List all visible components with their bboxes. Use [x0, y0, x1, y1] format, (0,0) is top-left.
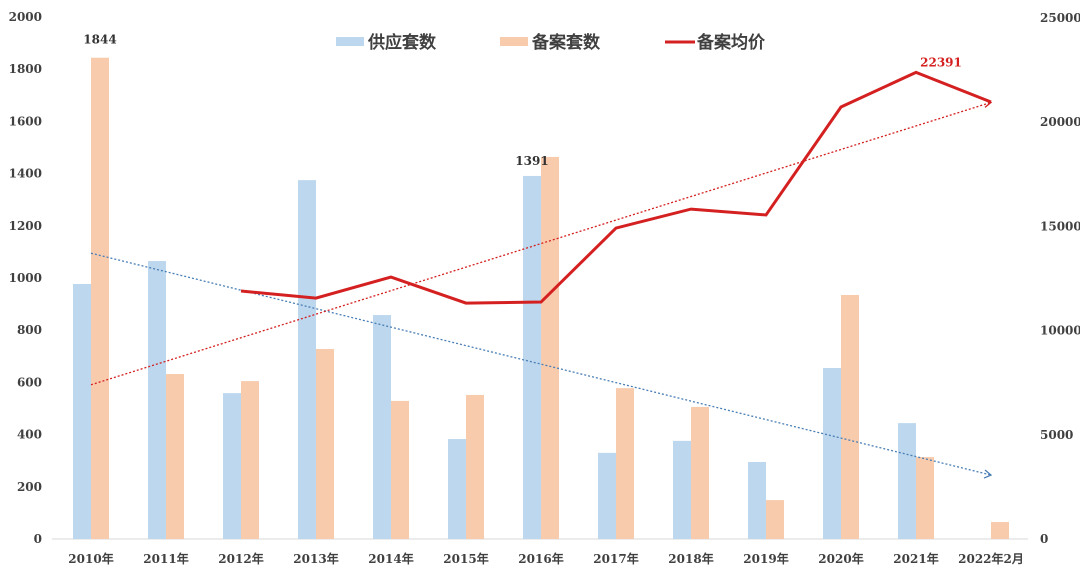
- bar-filed: [841, 294, 859, 539]
- right-y-axis: 0 5000 10000 15000 20000 25000: [1040, 11, 1080, 546]
- bar-supply: [298, 180, 316, 539]
- left-axis-tick: 600: [17, 375, 42, 389]
- x-axis-tick: 2022年2月: [958, 551, 1024, 566]
- left-axis-tick: 1800: [9, 62, 42, 76]
- x-axis-labels: 2010年 2011年 2012年 2013年 2014年 2015年 2016年 2017年…: [68, 551, 1024, 566]
- x-axis-tick: 2021年: [893, 551, 938, 566]
- bar-filed: [316, 348, 334, 539]
- right-axis-tick: 20000: [1040, 115, 1080, 129]
- bar-filed: [241, 381, 259, 539]
- bar-filed: [991, 522, 1009, 539]
- x-axis-tick: 2017年: [593, 551, 638, 566]
- bar-series: [73, 57, 1009, 539]
- line-series: [240, 70, 992, 305]
- legend-swatch: [336, 37, 364, 46]
- trendline-avg-price: [90, 101, 992, 386]
- x-axis-tick: 2011年: [143, 551, 188, 566]
- bar-filed: [541, 156, 559, 539]
- left-axis-tick: 1000: [9, 271, 42, 285]
- left-axis-tick: 400: [17, 428, 42, 442]
- bar-filed: [766, 500, 784, 539]
- bar-supply: [748, 462, 766, 539]
- x-axis-tick: 2020年: [818, 551, 863, 566]
- x-axis-tick: 2013年: [293, 551, 338, 566]
- bar-filed: [616, 388, 634, 539]
- bar-filed: [916, 457, 934, 539]
- right-axis-tick: 10000: [1040, 324, 1080, 338]
- legend-label: 备案套数: [531, 32, 601, 53]
- legend: 供应套数 备案套数 备案均价: [336, 32, 766, 53]
- x-axis-tick: 2019年: [743, 551, 788, 566]
- x-axis-tick: 2014年: [368, 551, 413, 566]
- x-axis-tick: 2016年: [518, 551, 563, 566]
- data-label: 1391: [515, 154, 548, 168]
- bar-supply: [373, 315, 391, 539]
- legend-label: 备案均价: [696, 32, 766, 53]
- bar-filed: [391, 400, 409, 539]
- left-axis-tick: 2000: [9, 10, 42, 24]
- legend-item: 备案均价: [665, 32, 766, 53]
- left-axis-tick: 1600: [9, 114, 42, 128]
- bar-filed: [91, 57, 109, 539]
- bar-filed: [466, 394, 484, 539]
- left-axis-tick: 1400: [9, 167, 42, 181]
- bar-filed: [166, 374, 184, 539]
- data-label: 1844: [83, 33, 116, 47]
- bar-supply: [448, 439, 466, 539]
- bar-supply: [598, 452, 616, 539]
- right-axis-tick: 0: [1040, 532, 1048, 546]
- trend-arrow-icon: [983, 469, 993, 479]
- bar-supply: [73, 284, 91, 539]
- legend-item: 备案套数: [500, 32, 601, 53]
- right-axis-tick: 5000: [1040, 428, 1073, 442]
- left-axis-tick: 1200: [9, 219, 42, 233]
- bar-supply: [823, 368, 841, 539]
- legend-swatch: [500, 37, 528, 46]
- avg-price-line: [240, 70, 992, 305]
- x-axis-tick: 2012年: [218, 551, 263, 566]
- left-y-axis: 0 200 400 600 800 1000 1200 1400 1600 1800 2000: [9, 10, 42, 546]
- left-axis-tick: 200: [17, 480, 42, 494]
- bar-supply: [673, 440, 691, 539]
- left-axis-tick: 800: [17, 323, 42, 337]
- data-labels: 1844 1391 22391: [83, 33, 962, 168]
- x-axis-tick: 2015年: [443, 551, 488, 566]
- legend-item: 供应套数: [336, 32, 437, 53]
- trendline-filed-units: [90, 252, 992, 476]
- right-axis-tick: 15000: [1040, 219, 1080, 233]
- x-axis-tick: 2010年: [68, 551, 113, 566]
- data-label: 22391: [920, 55, 962, 69]
- bar-supply: [148, 261, 166, 539]
- legend-label: 供应套数: [367, 32, 437, 53]
- bar-supply: [898, 423, 916, 539]
- right-axis-tick: 25000: [1040, 11, 1080, 25]
- x-axis-tick: 2018年: [668, 551, 713, 566]
- bar-supply: [523, 175, 541, 539]
- left-axis-tick: 0: [34, 532, 42, 546]
- bar-filed: [691, 406, 709, 539]
- bar-supply: [223, 393, 241, 539]
